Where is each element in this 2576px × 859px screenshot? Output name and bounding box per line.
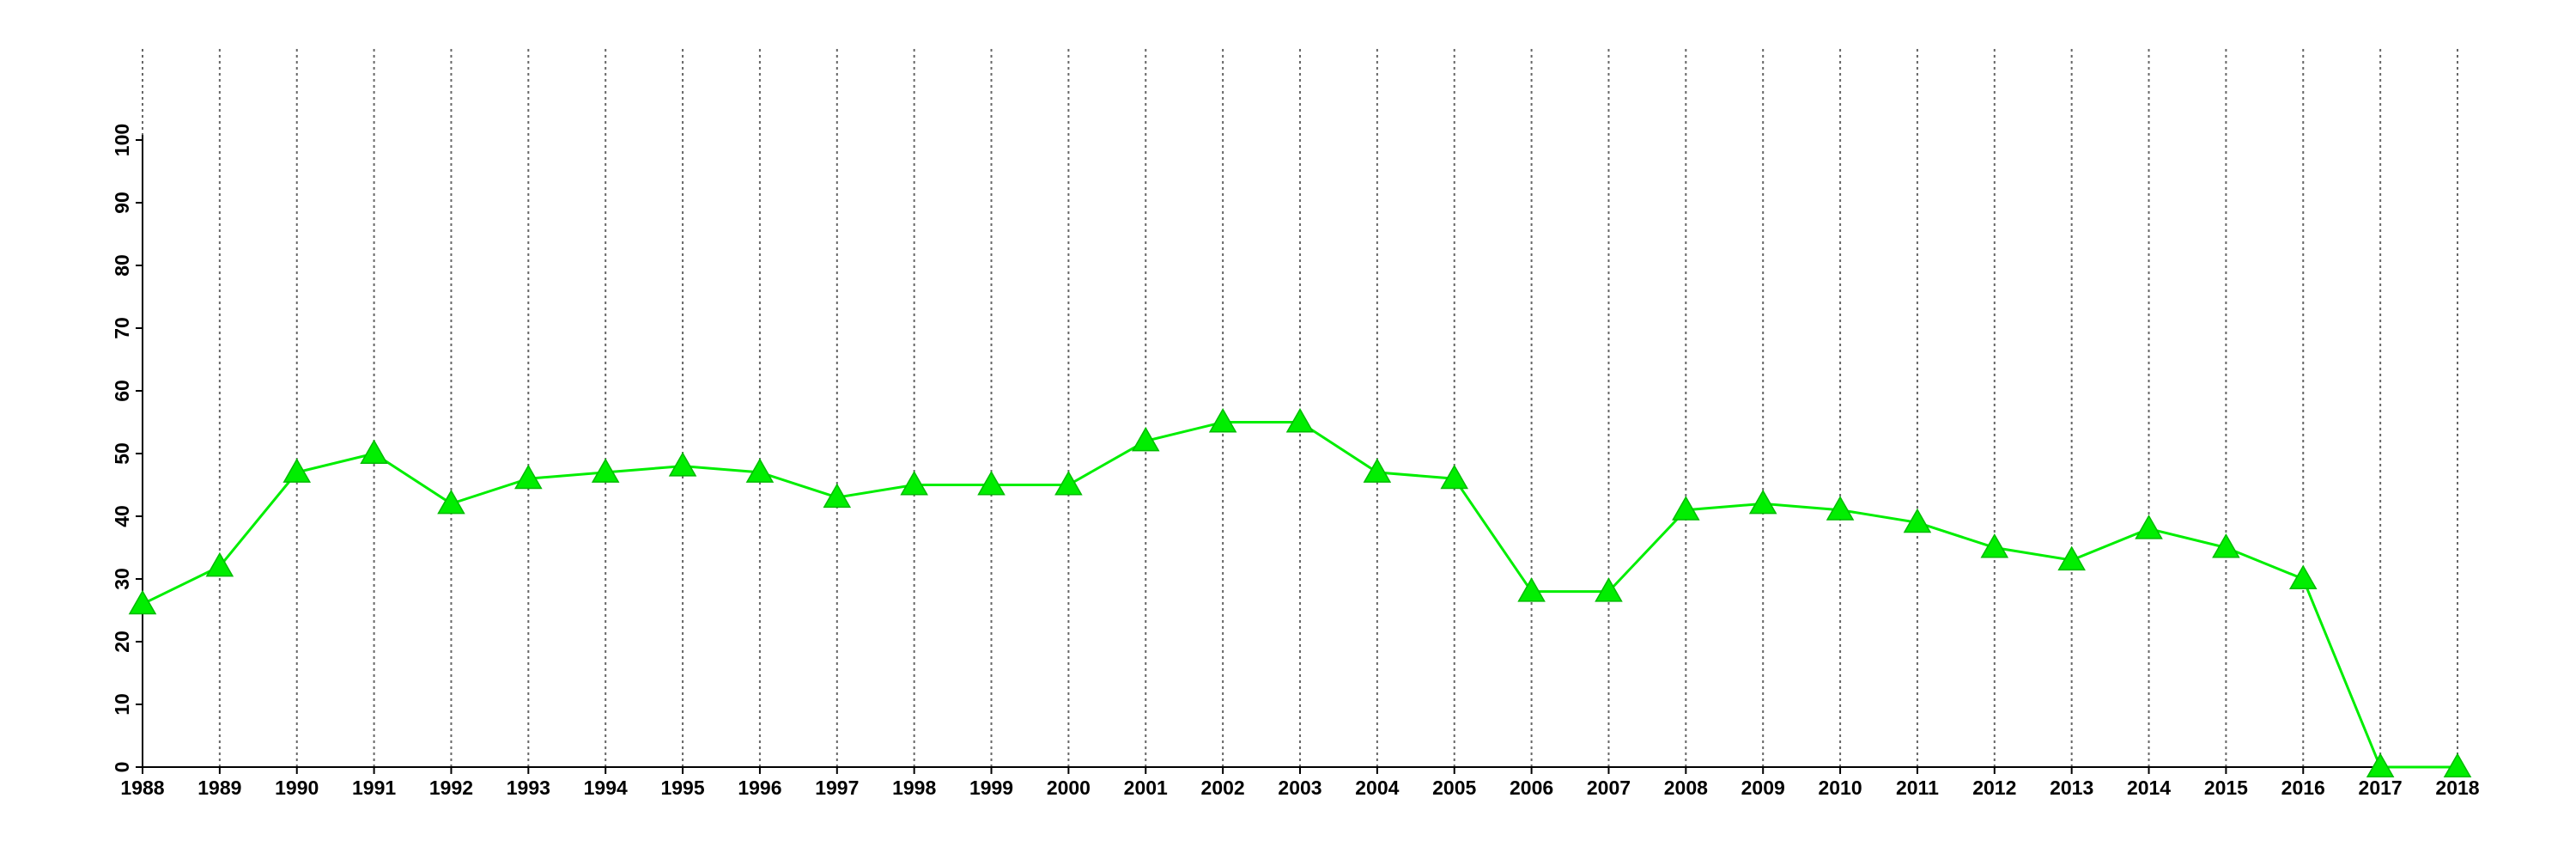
y-tick-label: 20 bbox=[111, 631, 133, 653]
data-marker bbox=[514, 464, 543, 490]
x-tick-label: 1990 bbox=[275, 777, 319, 799]
data-marker bbox=[2288, 564, 2318, 589]
x-tick-label: 2018 bbox=[2435, 777, 2479, 799]
x-tick-label: 1994 bbox=[584, 777, 628, 799]
x-tick-label: 2004 bbox=[1355, 777, 1399, 799]
y-tick-label: 90 bbox=[111, 192, 133, 214]
data-marker bbox=[668, 452, 697, 477]
data-marker bbox=[2057, 545, 2086, 571]
data-marker bbox=[1748, 489, 1777, 515]
x-tick-label: 2007 bbox=[1587, 777, 1631, 799]
x-tick-label: 1996 bbox=[738, 777, 781, 799]
data-marker bbox=[1980, 533, 2009, 558]
x-tick-label: 1991 bbox=[352, 777, 396, 799]
data-marker bbox=[823, 483, 852, 509]
x-tick-label: 1995 bbox=[660, 777, 704, 799]
data-marker bbox=[1672, 496, 1700, 521]
x-tick-label: 2001 bbox=[1124, 777, 1168, 799]
x-tick-label: 2013 bbox=[2050, 777, 2093, 799]
x-tick-label: 2000 bbox=[1047, 777, 1091, 799]
x-tick-label: 2015 bbox=[2204, 777, 2248, 799]
x-tick-label: 2002 bbox=[1201, 777, 1245, 799]
x-tick-label: 1999 bbox=[969, 777, 1013, 799]
data-marker bbox=[1054, 470, 1083, 496]
x-tick-label: 2012 bbox=[1972, 777, 2016, 799]
data-marker bbox=[283, 458, 312, 483]
x-tick-label: 2016 bbox=[2281, 777, 2325, 799]
data-marker bbox=[2212, 533, 2240, 558]
x-tick-label: 1998 bbox=[892, 777, 936, 799]
x-tick-label: 2010 bbox=[1818, 777, 1862, 799]
data-marker bbox=[360, 439, 388, 464]
x-tick-label: 2003 bbox=[1278, 777, 1321, 799]
y-tick-label: 80 bbox=[111, 254, 133, 277]
x-tick-label: 2005 bbox=[1432, 777, 1476, 799]
x-tick-label: 1993 bbox=[507, 777, 550, 799]
data-marker bbox=[2135, 515, 2163, 539]
data-marker bbox=[1131, 426, 1160, 452]
data-marker bbox=[1363, 458, 1392, 483]
data-marker bbox=[1595, 577, 1623, 602]
y-tick-label: 100 bbox=[111, 124, 133, 156]
data-marker bbox=[745, 458, 775, 483]
x-tick-label: 2008 bbox=[1664, 777, 1708, 799]
x-tick-label: 1989 bbox=[197, 777, 241, 799]
data-marker bbox=[1440, 464, 1469, 490]
x-tick-label: 1992 bbox=[429, 777, 473, 799]
data-marker bbox=[1208, 407, 1237, 433]
data-marker bbox=[977, 470, 1005, 496]
data-marker bbox=[1517, 577, 1546, 602]
data-marker bbox=[2443, 752, 2472, 777]
y-tick-label: 50 bbox=[111, 442, 133, 465]
data-marker bbox=[1826, 496, 1855, 521]
data-marker bbox=[437, 489, 465, 515]
data-marker bbox=[2366, 752, 2395, 777]
data-marker bbox=[1903, 508, 1932, 533]
y-tick-label: 70 bbox=[111, 317, 133, 339]
data-marker bbox=[900, 470, 928, 496]
x-tick-label: 2011 bbox=[1896, 777, 1939, 799]
y-tick-label: 0 bbox=[111, 762, 133, 773]
data-marker bbox=[1285, 407, 1315, 433]
x-tick-label: 1988 bbox=[120, 777, 164, 799]
x-tick-label: 2014 bbox=[2127, 777, 2171, 799]
data-marker bbox=[128, 589, 157, 615]
data-marker bbox=[205, 551, 234, 577]
y-tick-label: 30 bbox=[111, 568, 133, 590]
x-tick-label: 2009 bbox=[1741, 777, 1785, 799]
y-tick-label: 10 bbox=[111, 693, 133, 716]
y-tick-label: 40 bbox=[111, 505, 133, 527]
x-tick-label: 1997 bbox=[815, 777, 859, 799]
data-marker bbox=[591, 458, 620, 483]
x-tick-label: 2017 bbox=[2359, 777, 2403, 799]
data-line bbox=[142, 421, 2458, 769]
y-tick-label: 60 bbox=[111, 380, 133, 402]
x-tick-label: 2006 bbox=[1510, 777, 1553, 799]
